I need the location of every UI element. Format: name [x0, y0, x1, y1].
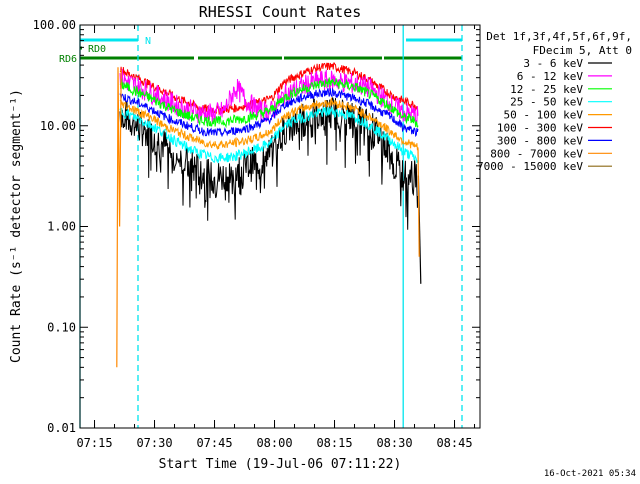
- series-drop-line: [116, 67, 122, 368]
- x-tick-label: 07:15: [76, 436, 112, 450]
- y-tick-label: 0.01: [47, 421, 76, 435]
- series-drop-line: [417, 148, 420, 257]
- y-axis-ticks: 0.01 0.10 1.00 10.00 100.00: [33, 18, 480, 435]
- y-tick-label: 0.10: [47, 320, 76, 334]
- y-tick-label: 1.00: [47, 220, 76, 234]
- series-line: [119, 97, 419, 230]
- x-tick-label: 08:00: [256, 436, 292, 450]
- flag-label: RD0: [88, 44, 106, 55]
- instrument-flags: N RD0 RD6: [59, 36, 462, 65]
- x-axis-label: Start Time (19-Jul-06 07:11:22): [159, 457, 402, 472]
- legend-header: Det 1f,3f,4f,5f,6f,9f,: [486, 30, 632, 43]
- series-lines: [116, 62, 422, 368]
- legend-entry-label: 6 - 12 keV: [517, 70, 584, 83]
- legend: Det 1f,3f,4f,5f,6f,9f,FDecim 5, Att 03 -…: [477, 30, 632, 173]
- y-tick-label: 100.00: [33, 18, 76, 32]
- series-line: [119, 106, 419, 164]
- x-tick-label: 07:30: [136, 436, 172, 450]
- series-line: [119, 76, 419, 129]
- legend-entry-label: 7000 - 15000 keV: [477, 160, 583, 173]
- legend-entry-label: 25 - 50 keV: [510, 96, 583, 109]
- flag-label: N: [145, 36, 151, 47]
- flag-label: RD6: [59, 54, 77, 65]
- x-axis-ticks: 07:15 07:30 07:45 08:00 08:15 08:30 08:45: [76, 25, 476, 450]
- series-line: [119, 87, 419, 138]
- y-tick-label: 10.00: [40, 119, 76, 133]
- series-line: [119, 96, 419, 151]
- legend-header: FDecim 5, Att 0: [533, 44, 632, 57]
- x-tick-label: 08:45: [436, 436, 472, 450]
- y-axis-label: Count Rate (s⁻¹ detector segment⁻¹): [9, 89, 24, 363]
- chart-title: RHESSI Count Rates: [199, 3, 362, 21]
- legend-entry-label: 800 - 7000 keV: [490, 147, 583, 160]
- x-tick-label: 08:30: [376, 436, 412, 450]
- legend-entry-label: 50 - 100 keV: [504, 109, 584, 122]
- timestamp: 16-Oct-2021 05:34: [544, 469, 636, 479]
- x-tick-label: 07:45: [196, 436, 232, 450]
- legend-entry-label: 12 - 25 keV: [510, 83, 583, 96]
- legend-entry-label: 300 - 800 keV: [497, 134, 583, 147]
- legend-entry-label: 100 - 300 keV: [497, 122, 583, 135]
- legend-entry-label: 3 - 6 keV: [523, 57, 583, 70]
- x-tick-label: 08:15: [316, 436, 352, 450]
